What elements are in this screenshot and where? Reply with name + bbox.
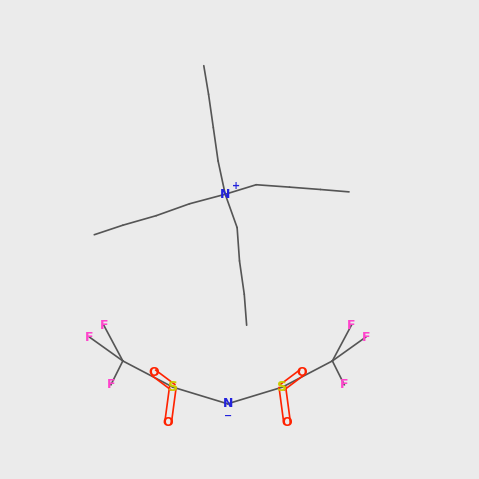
Text: F: F — [340, 378, 349, 391]
Text: +: + — [232, 181, 240, 191]
Text: O: O — [148, 366, 159, 379]
Text: N: N — [222, 397, 233, 411]
Text: S: S — [168, 380, 178, 394]
Text: O: O — [163, 416, 173, 429]
Text: N: N — [220, 188, 230, 201]
Text: O: O — [282, 416, 293, 429]
Text: −: − — [224, 411, 232, 421]
Text: F: F — [85, 331, 94, 343]
Text: F: F — [100, 319, 108, 332]
Text: S: S — [277, 380, 287, 394]
Text: F: F — [347, 319, 356, 332]
Text: F: F — [107, 378, 115, 391]
Text: O: O — [296, 366, 307, 379]
Text: F: F — [362, 331, 370, 343]
